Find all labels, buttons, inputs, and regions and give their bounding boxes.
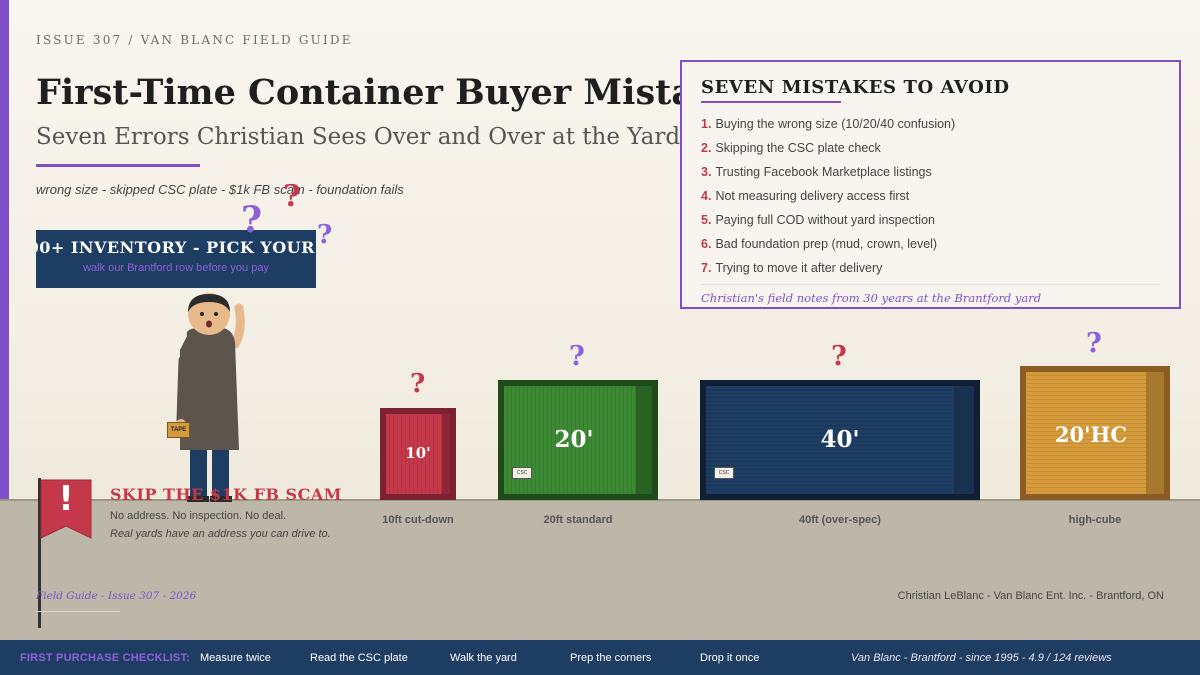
container-caption: high-cube: [1068, 514, 1122, 526]
item-text: Paying full COD without yard inspection: [715, 213, 935, 227]
mistakes-list: 1. Buying the wrong size (10/20/40 confus…: [701, 117, 955, 285]
warning-flag: !: [38, 478, 94, 628]
page-subtitle: Seven Errors Christian Sees Over and Ove…: [36, 124, 681, 150]
container-door: [954, 386, 974, 494]
panel-title: SEVEN MISTAKES TO AVOID: [701, 77, 1010, 98]
scam-warning-note: Real yards have an address you can drive…: [110, 528, 331, 540]
container-label: 10': [405, 444, 431, 462]
bottom-bar-reviews: Van Blanc - Brantford - since 1995 - 4.9…: [851, 652, 1112, 664]
checklist-item: Measure twice: [200, 652, 271, 664]
footer-credit: Christian LeBlanc - Van Blanc Ent. Inc. …: [897, 590, 1164, 602]
title-underline: [36, 164, 200, 167]
tape-measure-icon: TAPE: [167, 422, 190, 438]
item-number: 1.: [701, 117, 712, 131]
container-door: [442, 414, 450, 494]
list-item: 4. Not measuring delivery access first: [701, 189, 955, 213]
item-number: 5.: [701, 213, 712, 227]
checklist-item: Walk the yard: [450, 652, 517, 664]
container-label: 20'HC: [1054, 422, 1128, 447]
warning-flag-icon: [38, 478, 92, 628]
question-mark-icon: ?: [317, 220, 333, 250]
container-label: 40': [820, 426, 860, 453]
list-item: 3. Trusting Facebook Marketplace listings: [701, 165, 955, 189]
item-text: Trusting Facebook Marketplace listings: [715, 165, 932, 179]
tagline: wrong size - skipped CSC plate - $1k FB …: [36, 182, 404, 197]
item-number: 6.: [701, 237, 712, 251]
panel-divider: [701, 284, 1160, 285]
container-face: [1026, 372, 1146, 494]
item-number: 3.: [701, 165, 712, 179]
container-40ft: 40' CSC: [700, 380, 980, 500]
container-caption: 20ft standard: [543, 514, 613, 526]
ground-line: [0, 499, 1200, 501]
scam-warning-line: No address. No inspection. No deal.: [110, 510, 287, 522]
item-number: 2.: [701, 141, 712, 155]
container-high-cube: 20'HC: [1020, 366, 1170, 500]
panel-underline: [701, 101, 841, 103]
item-number: 4.: [701, 189, 712, 203]
container-10ft: 10': [380, 408, 456, 500]
checklist-item: Prep the corners: [570, 652, 652, 664]
issue-line: ISSUE 307 / VAN BLANC FIELD GUIDE: [36, 33, 353, 47]
container-caption: 10ft cut-down: [382, 514, 454, 526]
person-figure-icon: [176, 293, 245, 502]
checklist-item: Read the CSC plate: [310, 652, 408, 664]
inventory-title: 200+ INVENTORY - PICK YOUR BOX: [36, 238, 316, 257]
container-label: 20': [554, 426, 594, 453]
question-mark-icon: ?: [1086, 328, 1102, 359]
checklist-item: Drop it once: [700, 652, 760, 664]
item-number: 7.: [701, 261, 712, 275]
question-mark-icon: ?: [831, 341, 847, 372]
item-text: Trying to move it after delivery: [715, 261, 883, 275]
container-face: [706, 386, 954, 494]
question-mark-icon: ?: [283, 179, 301, 214]
ground: [0, 500, 1200, 640]
list-item: 1. Buying the wrong size (10/20/40 confus…: [701, 117, 955, 141]
panel-note: Christian's field notes from 30 years at…: [701, 291, 1042, 305]
footer-rule: [36, 611, 120, 612]
question-mark-icon: ?: [410, 369, 426, 399]
item-text: Buying the wrong size (10/20/40 confusio…: [715, 117, 956, 131]
container-door: [636, 386, 652, 494]
item-text: Skipping the CSC plate check: [715, 141, 881, 155]
scam-warning-title: SKIP THE $1K FB SCAM: [110, 485, 342, 504]
list-item: 7. Trying to move it after delivery: [701, 261, 955, 285]
inventory-subtitle: walk our Brantford row before you pay: [83, 262, 269, 274]
question-mark-icon: ?: [569, 341, 585, 372]
footer-issue: Field Guide - Issue 307 - 2026: [36, 590, 197, 602]
container-door: [1146, 372, 1164, 494]
mistakes-panel: SEVEN MISTAKES TO AVOID 1. Buying the wro…: [680, 60, 1181, 309]
item-text: Not measuring delivery access first: [715, 189, 910, 203]
left-accent-bar: [0, 0, 9, 500]
container-face: [386, 414, 442, 494]
question-mark-icon: ?: [241, 199, 263, 241]
person-illustration: TAPE: [165, 290, 255, 502]
container-caption: 40ft (over-spec): [799, 514, 881, 526]
inventory-banner: 200+ INVENTORY - PICK YOUR BOX walk our …: [36, 230, 316, 288]
checklist-label: FIRST PURCHASE CHECKLIST:: [20, 652, 191, 664]
container-20ft: 20' CSC: [498, 380, 658, 500]
csc-plate: CSC: [714, 467, 734, 479]
exclamation-icon: !: [58, 479, 74, 519]
list-item: 6. Bad foundation prep (mud, crown, level…: [701, 237, 955, 261]
list-item: 2. Skipping the CSC plate check: [701, 141, 955, 165]
bottom-bar: FIRST PURCHASE CHECKLIST: Measure twice …: [0, 640, 1200, 675]
page-title: First-Time Container Buyer Mistakes: [36, 72, 696, 113]
item-text: Bad foundation prep (mud, crown, level): [715, 237, 938, 251]
csc-plate: CSC: [512, 467, 532, 479]
list-item: 5. Paying full COD without yard inspectio…: [701, 213, 955, 237]
